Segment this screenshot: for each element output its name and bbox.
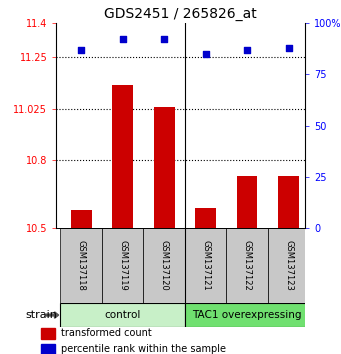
Bar	[102, 228, 143, 303]
Bar	[41, 328, 55, 338]
Bar	[60, 228, 102, 303]
Text: GSM137122: GSM137122	[242, 240, 252, 291]
Bar	[226, 228, 268, 303]
Text: GSM137121: GSM137121	[201, 240, 210, 291]
Text: GSM137120: GSM137120	[160, 240, 169, 291]
Bar	[268, 228, 309, 303]
Point	[203, 51, 208, 57]
Bar	[185, 228, 226, 303]
Point	[244, 47, 250, 52]
Point	[161, 36, 167, 42]
Bar	[143, 228, 185, 303]
Bar	[237, 176, 257, 228]
Text: strain: strain	[26, 310, 57, 320]
Text: GSM137118: GSM137118	[77, 240, 86, 291]
Bar	[195, 208, 216, 228]
Bar	[41, 344, 55, 354]
Bar	[112, 85, 133, 228]
Point	[120, 36, 125, 42]
Text: GSM137119: GSM137119	[118, 240, 127, 291]
Point	[78, 47, 84, 52]
Bar	[185, 303, 309, 327]
Point	[286, 45, 291, 51]
Bar	[154, 107, 175, 228]
Bar	[60, 303, 185, 327]
Text: GSM137123: GSM137123	[284, 240, 293, 291]
Text: percentile rank within the sample: percentile rank within the sample	[61, 344, 226, 354]
Text: transformed count: transformed count	[61, 328, 152, 338]
Text: TAC1 overexpressing: TAC1 overexpressing	[192, 310, 302, 320]
Bar	[71, 210, 91, 228]
Bar	[278, 176, 299, 228]
Title: GDS2451 / 265826_at: GDS2451 / 265826_at	[104, 7, 257, 21]
Text: control: control	[104, 310, 141, 320]
